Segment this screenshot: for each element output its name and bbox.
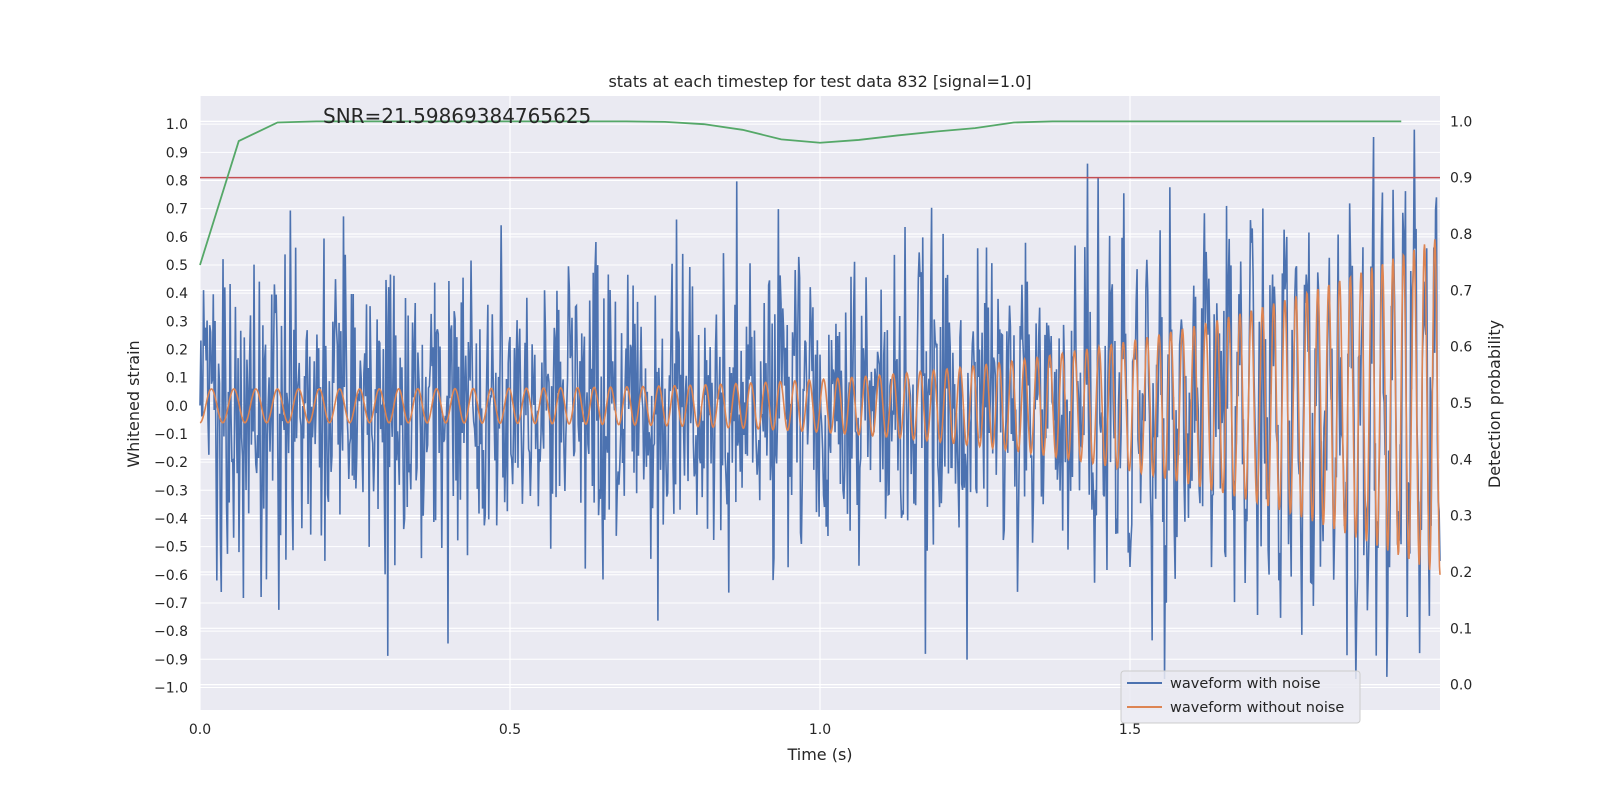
y-tick-label: −0.1: [154, 427, 188, 443]
x-tick-label: 1.5: [1119, 722, 1141, 738]
y-tick-label: 0.2: [166, 342, 188, 358]
y2-tick-label: 0.8: [1450, 227, 1472, 243]
y-tick-label: 0.7: [166, 202, 188, 218]
y2-tick-label: 0.4: [1450, 452, 1472, 468]
y2-tick-label: 0.6: [1450, 340, 1472, 356]
y-tick-label: −1.0: [154, 680, 188, 696]
y2-tick-labels: 0.0 0.1 0.2 0.3 0.4 0.5 0.6 0.7 0.8 0.9 1.0: [1450, 114, 1472, 693]
y-tick-label: −0.2: [154, 455, 188, 471]
y2-tick-label: 0.5: [1450, 396, 1472, 412]
legend-label-noisy: waveform with noise: [1170, 676, 1321, 692]
series-detection-probability: [199, 120, 1402, 266]
legend-label-clean: waveform without noise: [1170, 700, 1344, 716]
legend-box: [1120, 670, 1361, 724]
x-tick-labels: 0.0 0.5 1.0 1.5: [189, 722, 1141, 738]
x-tick-label: 0.0: [189, 722, 211, 738]
y-tick-label: −0.9: [154, 652, 188, 668]
y-tick-label: −0.6: [154, 568, 188, 584]
series-layer: [199, 120, 1441, 680]
series-waveform-without-noise: [199, 239, 1441, 575]
y-tick-label: 1.0: [166, 117, 188, 133]
y-tick-label: −0.7: [154, 596, 188, 612]
y-tick-label: 0.4: [166, 286, 188, 302]
y-tick-label: 0.1: [166, 371, 188, 387]
y-tick-label: 0.9: [166, 145, 188, 161]
y-tick-label: −0.5: [154, 540, 188, 556]
y-tick-label: 0.6: [166, 230, 188, 246]
y2-tick-label: 0.9: [1450, 171, 1472, 187]
y2-axis-title: Detection probability: [1485, 320, 1504, 488]
x-tick-label: 0.5: [499, 722, 521, 738]
y-tick-label: 0.8: [166, 173, 188, 189]
y-tick-label: 0.3: [166, 314, 188, 330]
x-tick-label: 1.0: [809, 722, 831, 738]
y2-tick-label: 0.2: [1450, 565, 1472, 581]
y-tick-label: 0.5: [166, 258, 188, 274]
legend: waveform with noise waveform without noi…: [1120, 670, 1361, 724]
y-tick-label: −0.4: [154, 511, 188, 527]
chart-title: stats at each timestep for test data 832…: [608, 72, 1031, 91]
y-axis-title: Whitened strain: [124, 340, 143, 467]
y2-tick-label: 0.1: [1450, 621, 1472, 637]
snr-annotation: SNR=21.59869384765625: [323, 104, 591, 128]
y2-tick-label: 0.7: [1450, 283, 1472, 299]
y-tick-labels: −1.0 −0.9 −0.8 −0.7 −0.6 −0.5 −0.4 −0.3 −0.2 −0.1…: [154, 117, 188, 696]
y2-tick-label: 0.3: [1450, 509, 1472, 525]
y-tick-label: −0.8: [154, 624, 188, 640]
y2-tick-label: 0.0: [1450, 678, 1472, 694]
x-axis-title: Time (s): [786, 745, 852, 764]
y-tick-label: 0.0: [166, 399, 188, 415]
y-tick-label: −0.3: [154, 483, 188, 499]
y2-tick-label: 1.0: [1450, 114, 1472, 130]
